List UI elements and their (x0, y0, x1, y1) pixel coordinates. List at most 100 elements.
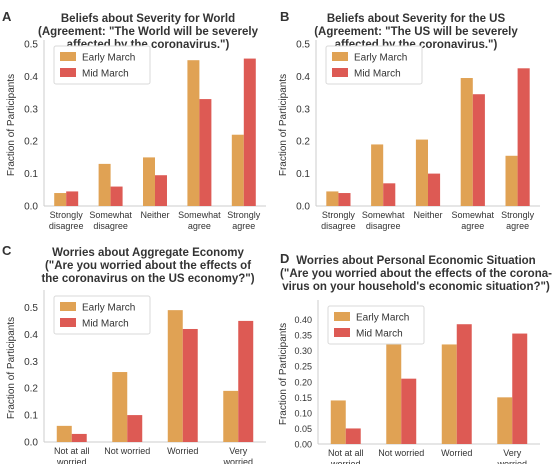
y-tick-label: 0.0 (24, 438, 38, 449)
bar-mid-march (182, 328, 198, 442)
y-tick-label: 0.40 (294, 315, 312, 325)
x-tick-label: Worried (441, 448, 472, 458)
bar-mid-march (345, 428, 361, 444)
chart-title-line: (Agreement: "The US will be severely (314, 26, 518, 38)
bar-mid-march (512, 333, 528, 444)
bar-mid-march (472, 94, 485, 206)
legend-swatch (334, 312, 350, 321)
y-tick-label: 0.3 (296, 104, 310, 115)
x-tick-label: Somewhat (452, 210, 495, 220)
y-tick-label: 0.5 (24, 40, 38, 51)
panel-a: A Beliefs about Severity for World(Agreem… (2, 9, 266, 231)
y-tick-label: 0.00 (294, 440, 312, 450)
bar-mid-march (517, 68, 530, 206)
y-tick-label: 0.10 (294, 408, 312, 418)
legend-label: Mid March (356, 329, 403, 340)
bar-mid-march (127, 415, 143, 442)
x-tick-label: Somewhat (89, 210, 132, 220)
y-tick-label: 0.5 (296, 40, 310, 51)
bar-early-march (505, 155, 518, 206)
chart-title-line: ("Are you worried about the effects of (45, 260, 251, 272)
x-tick-label: agree (461, 221, 484, 231)
bar-mid-march (238, 320, 254, 442)
bar-early-march (112, 372, 128, 442)
y-tick-label: 0.2 (24, 137, 38, 148)
bar-mid-march (428, 173, 441, 206)
x-tick-label: Not worried (378, 448, 424, 458)
bar-early-march (326, 191, 339, 206)
panel-c: C Worries about Aggregate Economy("Are yo… (2, 243, 266, 464)
bar-early-march (231, 134, 244, 206)
y-tick-label: 0.2 (296, 137, 310, 148)
y-tick-label: 0.25 (294, 362, 312, 372)
bar-early-march (441, 344, 457, 444)
legend-label: Mid March (82, 69, 129, 80)
y-axis-label: Fraction of Participants (6, 74, 17, 176)
bar-mid-march (456, 324, 472, 444)
bar-early-march (56, 425, 72, 442)
legend-box (53, 45, 151, 85)
y-axis-label: Fraction of Participants (6, 317, 17, 419)
x-tick-label: Somewhat (362, 210, 405, 220)
legend-swatch (334, 328, 350, 337)
x-tick-label: disagree (321, 221, 356, 231)
panel-letter: A (2, 9, 12, 24)
bar-early-march (98, 163, 111, 206)
bar-early-march (497, 397, 513, 444)
legend-swatch (60, 52, 76, 61)
legend-label: Mid March (354, 69, 401, 80)
bar-mid-march (155, 175, 167, 206)
bar-early-march (167, 310, 183, 442)
x-tick-label: worried (496, 459, 527, 464)
legend-swatch (332, 52, 348, 61)
legend-box (53, 295, 151, 335)
bar-early-march (415, 139, 428, 206)
y-tick-label: 0.4 (24, 330, 38, 341)
chart-title-line: the coronavirus on the US economy?") (41, 273, 254, 285)
y-axis-label: Fraction of Participants (278, 323, 289, 425)
bar-mid-march (401, 378, 417, 444)
bar-mid-march (71, 433, 87, 442)
panel-letter: C (2, 243, 12, 258)
y-tick-label: 0.35 (294, 331, 312, 341)
y-tick-label: 0.1 (24, 169, 38, 180)
bar-mid-march (110, 186, 123, 206)
x-tick-label: Neither (413, 210, 442, 220)
legend-label: Early March (354, 53, 407, 64)
x-tick-label: agree (188, 221, 211, 231)
y-tick-label: 0.1 (296, 169, 310, 180)
y-tick-label: 0.15 (294, 393, 312, 403)
bar-mid-march (338, 193, 351, 206)
x-tick-label: Not at all (54, 446, 90, 456)
y-tick-label: 0.05 (294, 424, 312, 434)
legend-swatch (60, 68, 76, 77)
x-tick-label: Not at all (328, 448, 364, 458)
bar-early-march (143, 157, 155, 206)
bar-mid-march (243, 58, 256, 206)
x-tick-label: Very (503, 448, 522, 458)
legend-box (327, 305, 425, 345)
x-tick-label: worried (56, 457, 87, 464)
chart-title-line: virus on your household's economic situa… (282, 281, 550, 293)
y-tick-label: 0.3 (24, 104, 38, 115)
x-tick-label: Strongly (322, 210, 356, 220)
y-tick-label: 0.0 (296, 202, 310, 213)
bar-mid-march (383, 183, 396, 206)
bar-early-march (223, 390, 239, 442)
legend-label: Mid March (82, 319, 129, 330)
legend-label: Early March (82, 303, 135, 314)
x-tick-label: Neither (140, 210, 169, 220)
chart-title-line: Worries about Aggregate Economy (52, 247, 244, 259)
x-tick-label: Somewhat (178, 210, 221, 220)
y-tick-label: 0.3 (24, 357, 38, 368)
x-tick-label: Strongly (50, 210, 84, 220)
x-tick-label: disagree (49, 221, 84, 231)
y-tick-label: 0.0 (24, 202, 38, 213)
panel-d: D Worries about Personal Economic Situati… (278, 251, 552, 464)
x-tick-label: disagree (93, 221, 128, 231)
chart-title-line: Beliefs about Severity for World (61, 13, 235, 25)
bar-early-march (54, 193, 67, 206)
bar-early-march (460, 78, 473, 206)
chart-title-line: Beliefs about Severity for the US (327, 13, 506, 25)
x-tick-label: disagree (366, 221, 401, 231)
